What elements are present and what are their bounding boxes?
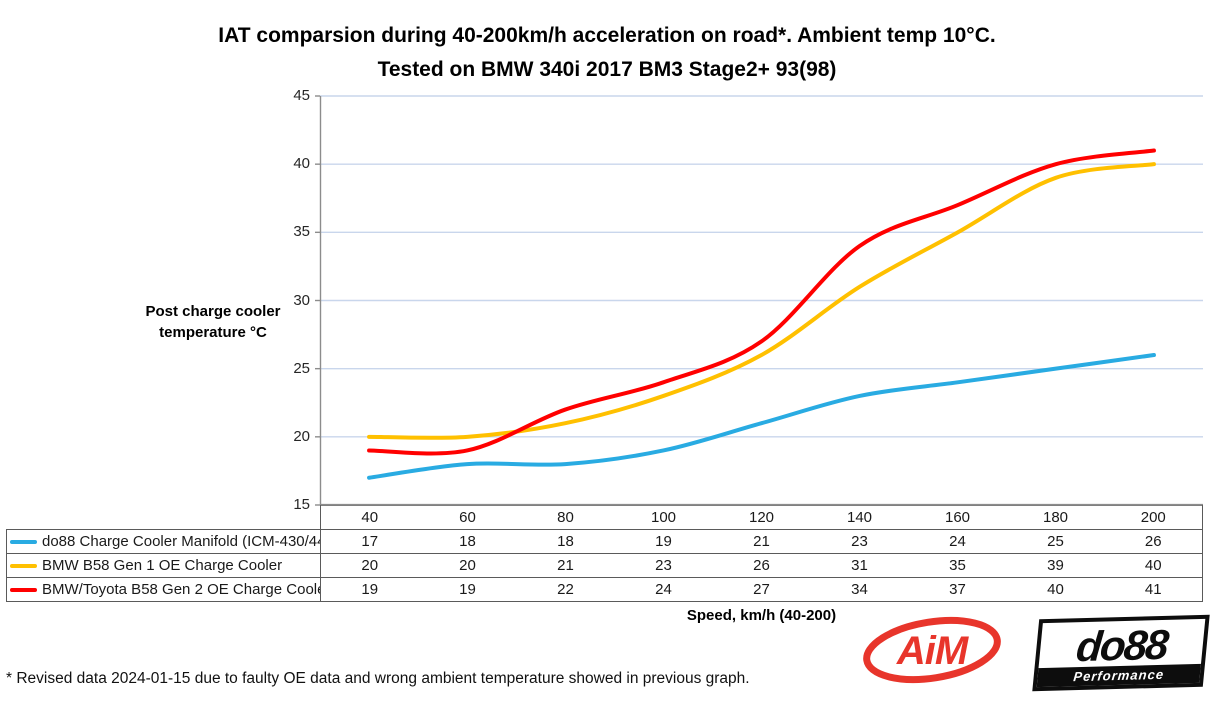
value-cell: 34 [810,577,909,602]
speed-header-cell: 160 [908,505,1007,530]
speed-header-row: 40 60 80 100 120 140 160 180 200 [6,505,1203,530]
value-cell: 23 [614,553,713,578]
value-cell: 19 [320,577,419,602]
speed-header-cell: 180 [1006,505,1105,530]
series-line-0 [367,353,1156,480]
value-cell: 19 [418,577,517,602]
y-tick-label: 20 [293,427,310,445]
y-tick-label: 45 [293,87,310,104]
chart-title-line1: IAT comparsion during 40-200km/h acceler… [218,24,996,47]
value-cell: 27 [712,577,811,602]
value-cell: 40 [1006,577,1105,602]
legend-cell: BMW/Toyota B58 Gen 2 OE Charge Cooler [6,577,321,602]
value-cell: 37 [908,577,1007,602]
series-line-2 [367,148,1156,456]
value-cell: 26 [712,553,811,578]
value-cell: 21 [516,553,615,578]
legend-label: BMW B58 Gen 1 OE Charge Cooler [42,557,283,574]
series-row-1: BMW B58 Gen 1 OE Charge Cooler 20 20 21 23 26… [6,553,1203,578]
value-cell: 18 [418,529,517,554]
value-cell: 26 [1104,529,1203,554]
y-axis-title-line1: Post charge cooler [145,303,281,320]
do88-logo-bar: Performance [1036,663,1201,688]
value-cell: 22 [516,577,615,602]
speed-header-cell: 60 [418,505,517,530]
chart-title: IAT comparsion during 40-200km/h acceler… [0,19,1214,87]
value-cell: 41 [1104,577,1203,602]
legend-cell: do88 Charge Cooler Manifold (ICM-430/440… [6,529,321,554]
y-tick-label: 25 [293,359,310,377]
do88-logo-text: do88 [1074,620,1170,671]
speed-header-cell: 120 [712,505,811,530]
legend-swatch [10,564,37,568]
speed-header-cell: 100 [614,505,713,530]
series-row-2: BMW/Toyota B58 Gen 2 OE Charge Cooler 19 1… [6,577,1203,602]
y-tick-label: 35 [293,223,310,241]
speed-header-cell: 80 [516,505,615,530]
footnote: * Revised data 2024-01-15 due to faulty … [6,670,750,687]
value-cell: 17 [320,529,419,554]
y-tick-label: 30 [293,291,310,309]
chart-title-line2: Tested on BMW 340i 2017 BM3 Stage2+ 93(9… [377,58,837,81]
do88-logo: do88 Performance [1032,614,1210,692]
do88-logo-subtext: Performance [1072,666,1165,685]
value-cell: 21 [712,529,811,554]
aim-logo: AiM [863,616,1001,684]
value-cell: 40 [1104,553,1203,578]
y-tick-label: 40 [293,155,310,173]
value-cell: 20 [418,553,517,578]
y-axis-title-line2: temperature °C [159,324,267,341]
value-cell: 35 [908,553,1007,578]
aim-logo-text: AiM [896,629,970,673]
speed-header-cell: 140 [810,505,909,530]
value-cell: 24 [908,529,1007,554]
legend-label: do88 Charge Cooler Manifold (ICM-430/440… [42,533,320,550]
aim-logo-ellipse [863,616,1001,684]
value-cell: 20 [320,553,419,578]
value-cell: 39 [1006,553,1105,578]
x-axis-title: Speed, km/h (40-200) [686,607,837,624]
legend-swatch [10,540,37,544]
y-axis-title: Post charge cooler temperature °C [138,301,288,343]
series-line-1 [367,162,1156,440]
legend-swatch [10,588,37,592]
legend-cell: BMW B58 Gen 1 OE Charge Cooler [6,553,321,578]
value-cell: 19 [614,529,713,554]
legend-label: BMW/Toyota B58 Gen 2 OE Charge Cooler [42,581,321,598]
value-cell: 23 [810,529,909,554]
plot-area [315,95,1203,506]
blank-corner-cell [6,505,321,530]
speed-header-cell: 40 [320,505,419,530]
value-cell: 18 [516,529,615,554]
speed-header-cell: 200 [1104,505,1203,530]
data-table: 40 60 80 100 120 140 160 180 200 do88 Charge Cool… [6,505,1203,602]
value-cell: 25 [1006,529,1105,554]
series-row-0: do88 Charge Cooler Manifold (ICM-430/440… [6,529,1203,554]
value-cell: 31 [810,553,909,578]
value-cell: 24 [614,577,713,602]
